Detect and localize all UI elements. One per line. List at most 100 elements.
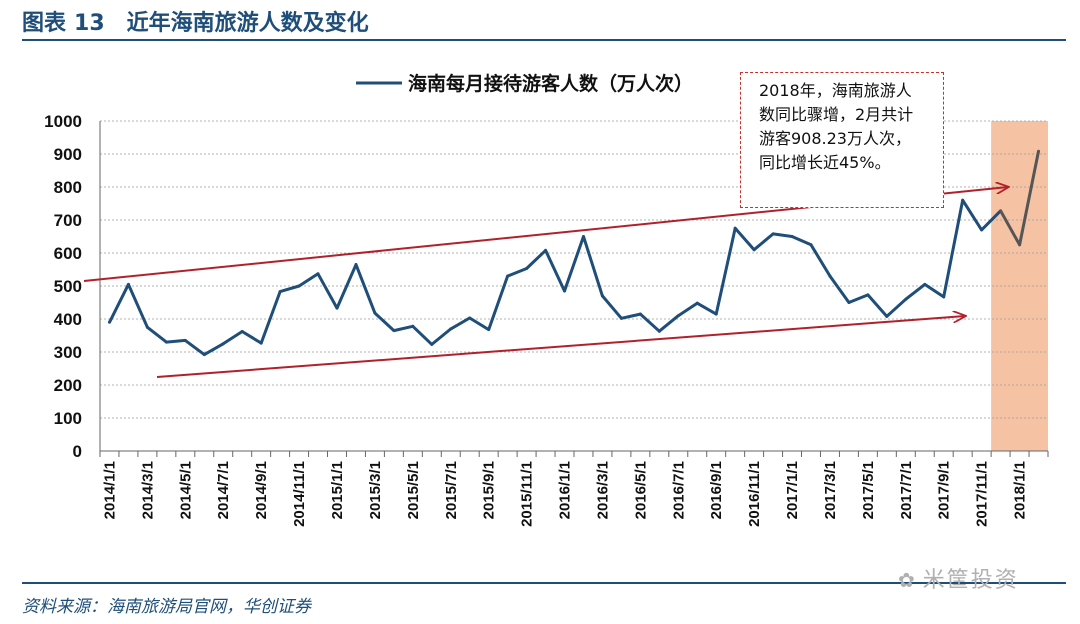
data-point [790,235,794,238]
y-tick-label: 600 [54,244,82,263]
data-point [923,282,927,286]
data-point [676,314,680,318]
legend-label: 海南每月接待游客人数（万人次） [408,72,693,95]
data-point [809,243,813,247]
y-tick-label: 200 [54,376,82,395]
data-point [657,329,661,333]
x-tick-label: 2015/3/1 [367,461,384,519]
annotation-line: 2018年，海南旅游人 [759,81,912,100]
x-tick-label: 2014/5/1 [177,461,194,519]
data-point [600,294,604,298]
data-point [999,209,1003,213]
series-line [108,198,1002,357]
data-point [164,340,168,344]
y-tick-label: 400 [54,310,82,329]
data-point [278,290,282,294]
data-point [202,353,206,357]
data-point [828,274,832,278]
data-point [297,284,301,288]
data-point [563,289,567,293]
data-point [980,228,984,232]
data-point [942,295,946,299]
data-point [771,232,775,236]
data-point [126,282,130,286]
data-point [411,324,415,328]
x-tick-label: 2016/3/1 [594,461,611,519]
data-point [107,320,111,324]
data-point [904,297,908,301]
y-tick-label: 1000 [44,112,82,131]
x-tick-label: 2017/7/1 [898,461,915,519]
x-tick-label: 2016/7/1 [670,461,687,519]
x-tick-label: 2017/1/1 [784,461,801,519]
watermark-text: 米筐投资 [922,568,1019,593]
y-tick-label: 500 [54,277,82,296]
data-point [961,198,965,202]
x-tick-label: 2017/11/1 [974,461,991,527]
top-rule [22,39,1066,41]
data-point [373,311,377,315]
data-point [506,274,510,278]
data-point [1018,243,1022,247]
x-tick-label: 2014/9/1 [253,461,270,519]
data-point [468,316,472,320]
x-tick-label: 2014/3/1 [139,461,156,519]
figure-title: 图表 13 近年海南旅游人数及变化 [22,5,369,37]
x-tick-label: 2014/7/1 [215,461,232,519]
data-point [392,329,396,333]
y-tick-label: 300 [54,343,82,362]
figure-title-text: 近年海南旅游人数及变化 [126,11,369,36]
y-tick-label: 800 [54,178,82,197]
data-point [183,338,187,342]
y-tick-label: 100 [54,409,82,428]
highlight-region [991,121,1048,451]
annotation-line: 游客908.23万人次， [759,129,911,148]
annotation-line: 同比增长近45%。 [759,153,891,172]
data-point [221,342,225,346]
data-point [866,293,870,297]
x-tick-label: 2016/5/1 [632,461,649,519]
x-tick-label: 2015/1/1 [329,461,346,519]
data-point [847,301,851,304]
x-tick-label: 2017/5/1 [860,461,877,519]
data-point [316,272,320,276]
data-point [449,327,453,331]
data-point [145,325,149,329]
x-tick-label: 2015/9/1 [481,461,498,519]
bottom-rule [22,582,1066,584]
y-tick-label: 900 [54,145,82,164]
source-note: 资料来源：海南旅游局官网，华创证券 [22,597,311,617]
x-tick-label: 2015/5/1 [405,461,422,519]
data-point [335,306,339,310]
data-point [714,312,718,316]
x-tick-label: 2015/11/1 [519,461,536,527]
data-point [885,314,889,318]
data-point [430,342,434,346]
x-tick-label: 2016/11/1 [746,461,763,527]
data-point [638,312,642,316]
data-point [619,316,623,320]
data-point [695,301,699,305]
x-tick-label: 2017/9/1 [936,461,953,519]
x-tick-label: 2016/9/1 [708,461,725,519]
x-tick-label: 2018/1/1 [1012,461,1029,519]
y-tick-label: 0 [73,442,82,461]
data-point [581,235,585,238]
annotation-box: 2018年，海南旅游人 数同比骤增，2月共计 游客908.23万人次， 同比增长… [740,72,944,208]
x-tick-label: 2014/11/1 [291,461,308,527]
chart: 0 100 200 300 400 500 600 700 800 900 1000 2014/1/… [44,72,1049,527]
wechat-icon: ✿ [898,568,917,592]
y-tick-label: 700 [54,211,82,230]
data-point [259,341,263,345]
x-tick-label: 2015/7/1 [443,461,460,519]
data-point [487,328,491,332]
data-point [354,263,358,267]
x-tick-label: 2016/1/1 [557,461,574,519]
lower-trend-arrow [156,316,965,378]
x-tick-label: 2017/3/1 [822,461,839,519]
data-point [525,267,529,271]
x-tick-label: 2014/1/1 [101,461,118,519]
data-point [752,248,756,252]
data-point [240,330,244,334]
data-point [544,248,548,252]
